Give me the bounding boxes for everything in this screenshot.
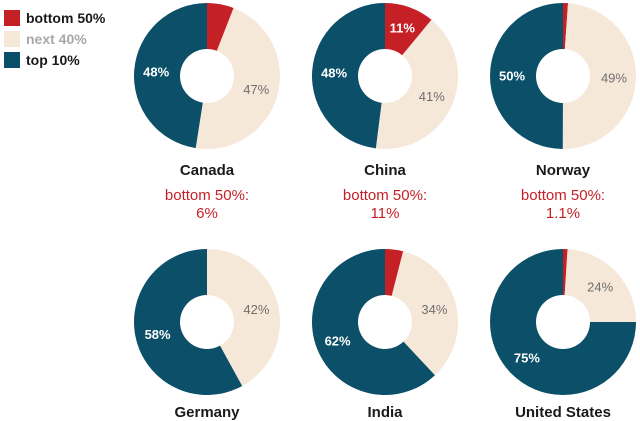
slice-label-china-bottom-50: 11% <box>390 21 416 36</box>
slice-label-india-top-10: 62% <box>325 333 351 348</box>
legend-item-bottom-50: bottom 50% <box>4 8 105 28</box>
legend-label-next-40: next 40% <box>26 31 87 47</box>
slice-label-germany-next-40: 42% <box>243 302 269 317</box>
slice-label-china-next-40: 41% <box>419 89 445 104</box>
note-line1-china: bottom 50%: <box>342 187 428 204</box>
slice-germany-next-40 <box>207 249 281 386</box>
legend-item-next-40: next 40% <box>4 29 87 49</box>
note-china: bottom 50%: 11% <box>285 187 485 223</box>
slice-india-next-40 <box>391 251 459 376</box>
note-norway: bottom 50%: 1.1% <box>463 187 640 223</box>
note-line1-canada: bottom 50%: <box>164 187 250 204</box>
donut-norway: 49% 50% <box>490 3 636 149</box>
slice-label-united-states-next-40: 24% <box>587 280 613 295</box>
donut-canada: 47% 48% <box>134 3 280 149</box>
country-title-india: India <box>367 404 403 421</box>
donut-india: 34% 62% <box>312 248 459 395</box>
slice-china-top-10 <box>311 3 385 149</box>
slice-label-india-next-40: 34% <box>421 302 447 317</box>
legend-item-top-10: top 10% <box>4 50 80 70</box>
slice-norway-bottom-50 <box>563 3 569 50</box>
slice-india-bottom-50 <box>385 249 404 296</box>
country-title-china: China <box>364 162 406 179</box>
note-line2-norway: 1.1% <box>545 205 581 222</box>
note-line2-canada: 6% <box>196 205 218 222</box>
country-title-norway: Norway <box>535 162 591 179</box>
note-canada: bottom 50%: 6% <box>107 187 307 223</box>
country-title-united-states: United States <box>515 404 611 421</box>
legend-label-bottom-50: bottom 50% <box>26 10 106 26</box>
slice-canada-next-40 <box>195 8 280 149</box>
slice-india-top-10 <box>312 248 435 395</box>
donut-united-states: 24% 75% <box>490 249 636 395</box>
slice-label-china-top-10: 48% <box>321 65 347 80</box>
note-line1-norway: bottom 50%: <box>520 187 606 204</box>
slice-label-canada-next-40: 47% <box>243 82 269 97</box>
slice-united-states-next-40 <box>564 249 636 322</box>
slice-norway-next-40 <box>562 3 636 149</box>
country-title-canada: Canada <box>179 162 235 179</box>
slice-label-united-states-top-10: 75% <box>514 351 540 366</box>
slice-norway-top-10 <box>490 3 563 149</box>
legend-swatch-next-40 <box>4 31 20 47</box>
slice-china-bottom-50 <box>385 3 432 56</box>
slice-label-canada-top-10: 48% <box>143 65 169 80</box>
donut-china: 11% 41% 48% <box>311 3 458 149</box>
slice-label-germany-top-10: 58% <box>145 327 171 342</box>
slice-canada-bottom-50 <box>207 3 234 51</box>
slice-united-states-top-10 <box>490 249 636 395</box>
slice-united-states-bottom-50 <box>563 249 568 296</box>
legend-swatch-top-10 <box>4 52 20 68</box>
note-line2-china: 11% <box>370 205 400 222</box>
slice-label-norway-next-40: 49% <box>601 70 627 85</box>
slice-label-norway-top-10: 50% <box>499 68 525 83</box>
slice-germany-top-10 <box>134 248 243 395</box>
donut-germany: 42% 58% <box>134 248 281 395</box>
country-title-germany: Germany <box>174 404 240 421</box>
legend-label-top-10: top 10% <box>26 52 80 68</box>
legend-swatch-bottom-50 <box>4 10 20 26</box>
slice-china-next-40 <box>375 19 458 149</box>
slice-canada-top-10 <box>134 3 207 149</box>
